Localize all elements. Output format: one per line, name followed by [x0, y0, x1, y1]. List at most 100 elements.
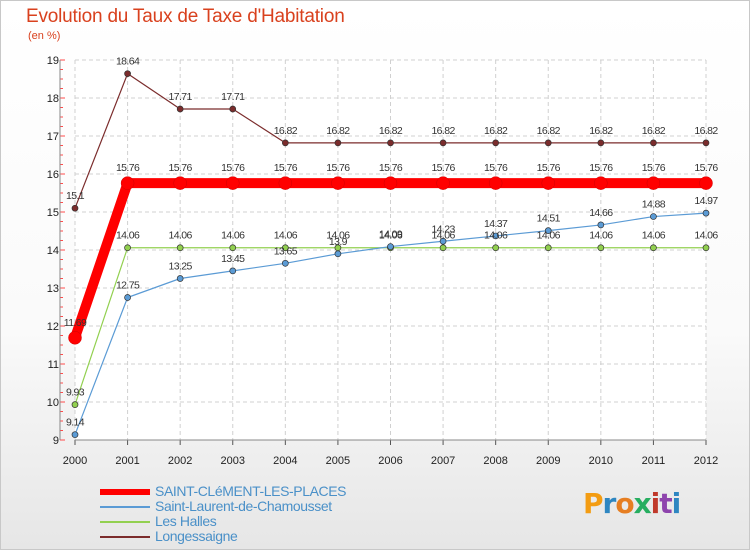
data-label-les-halles: 14.06	[537, 230, 561, 242]
logo-letter: r	[602, 487, 617, 520]
data-label-les-halles: 14.06	[431, 230, 455, 242]
point-saint-cl-ment-les-places	[120, 176, 135, 190]
data-label-saint-laurent-de-chamousset: 14.66	[589, 207, 613, 219]
point-les-halles	[229, 244, 237, 252]
data-label-saint-laurent-de-chamousset: 9.14	[66, 417, 85, 429]
data-label-longessaigne: 16.82	[694, 125, 718, 137]
data-labels: 15.1 18.64 17.71 17.71 16.82 16.82 16.82 16.82 1…	[64, 56, 719, 429]
data-label-saint-cl-ment-les-places: 15.76	[694, 162, 718, 174]
data-label-longessaigne: 16.82	[326, 125, 350, 137]
point-longessaigne	[650, 139, 657, 147]
data-label-saint-laurent-de-chamousset: 14.09	[379, 229, 403, 241]
y-tick-label: 9	[53, 435, 59, 447]
point-saint-cl-ment-les-places	[278, 176, 293, 190]
data-label-longessaigne: 16.82	[274, 125, 298, 137]
x-tick-label: 2012	[694, 455, 718, 467]
x-tick-label: 2011	[642, 455, 666, 467]
chart-title: Evolution du Taux de Taxe d'Habitation	[26, 6, 345, 27]
legend-swatch-longessaigne	[100, 536, 150, 538]
data-label-saint-cl-ment-les-places: 15.76	[274, 162, 298, 174]
data-label-saint-cl-ment-les-places: 15.76	[169, 162, 193, 174]
data-label-longessaigne: 16.82	[537, 125, 561, 137]
y-tick-label: 13	[47, 283, 59, 295]
chart-subtitle: (en %)	[28, 30, 61, 42]
point-longessaigne	[124, 70, 131, 78]
point-saint-laurent-de-chamousset	[597, 221, 605, 229]
data-label-saint-cl-ment-les-places: 15.76	[589, 162, 613, 174]
data-label-saint-cl-ment-les-places: 15.76	[537, 162, 561, 174]
point-saint-cl-ment-les-places	[699, 176, 713, 190]
data-label-saint-cl-ment-les-places: 15.76	[326, 162, 350, 174]
y-tick-label: 16	[47, 169, 59, 181]
data-label-longessaigne: 17.71	[169, 91, 193, 103]
point-les-halles	[71, 401, 79, 409]
data-label-saint-cl-ment-les-places: 15.76	[431, 162, 455, 174]
data-label-saint-cl-ment-les-places: 15.76	[379, 162, 403, 174]
logo-letter: i	[671, 487, 682, 520]
data-label-les-halles: 14.06	[326, 230, 350, 242]
y-tick-label: 11	[48, 359, 59, 371]
data-label-saint-laurent-de-chamousset: 12.75	[116, 280, 140, 292]
legend-label-saint-clement: SAINT-CLéMENT-LES-PLACES	[155, 483, 347, 499]
data-label-longessaigne: 18.64	[116, 56, 140, 68]
point-les-halles	[176, 244, 184, 252]
data-label-les-halles: 14.06	[116, 230, 140, 242]
point-saint-laurent-de-chamousset	[439, 237, 447, 245]
x-tick-label: 2002	[168, 455, 192, 467]
point-saint-laurent-de-chamousset	[281, 259, 289, 267]
data-label-longessaigne: 16.82	[431, 125, 455, 137]
point-les-halles	[544, 244, 552, 252]
y-tick-label: 19	[47, 55, 59, 67]
x-tick-label: 2005	[326, 455, 350, 467]
point-saint-cl-ment-les-places	[331, 176, 345, 190]
data-label-les-halles: 14.06	[642, 230, 666, 242]
x-tick-label: 2006	[378, 455, 402, 467]
data-label-saint-laurent-de-chamousset: 13.9	[329, 236, 348, 248]
point-saint-cl-ment-les-places	[173, 176, 187, 190]
x-tick-label: 2001	[115, 455, 139, 467]
legend-swatch-les-halles	[100, 521, 150, 523]
legend-label-longessaigne: Longessaigne	[155, 528, 238, 544]
point-les-halles	[597, 244, 605, 252]
data-label-longessaigne: 15.1	[66, 190, 85, 202]
data-label-saint-laurent-de-chamousset: 13.65	[274, 245, 298, 257]
x-tick-label: 2000	[63, 455, 87, 467]
legend-swatch-saint-clement	[100, 489, 150, 495]
x-tick-label: 2004	[273, 455, 297, 467]
point-saint-laurent-de-chamousset	[702, 209, 710, 217]
data-label-saint-laurent-de-chamousset: 13.45	[221, 253, 245, 265]
point-longessaigne	[492, 139, 500, 147]
data-label-les-halles: 14.06	[169, 230, 193, 242]
data-label-saint-cl-ment-les-places: 15.76	[484, 162, 508, 174]
series-points	[68, 70, 713, 439]
x-tick-label: 2009	[536, 455, 560, 467]
point-saint-cl-ment-les-places	[226, 176, 240, 190]
data-label-saint-cl-ment-les-places: 11.69	[64, 317, 87, 329]
point-longessaigne	[229, 105, 237, 113]
point-saint-cl-ment-les-places	[646, 176, 661, 190]
point-les-halles	[650, 244, 657, 252]
point-saint-cl-ment-les-places	[488, 176, 503, 190]
data-label-les-halles: 14.06	[484, 230, 508, 242]
data-label-saint-laurent-de-chamousset: 14.97	[694, 195, 718, 207]
logo-letter: o	[615, 487, 634, 520]
legend-label-les-halles: Les Halles	[155, 513, 217, 529]
point-saint-laurent-de-chamousset	[176, 275, 184, 282]
logo-letter: i	[650, 487, 661, 520]
point-longessaigne	[439, 139, 447, 147]
point-saint-laurent-de-chamousset	[334, 250, 342, 258]
point-saint-laurent-de-chamousset	[124, 294, 131, 301]
y-tick-label: 12	[47, 321, 59, 333]
data-label-saint-laurent-de-chamousset: 14.88	[642, 199, 666, 211]
data-label-longessaigne: 17.71	[221, 91, 245, 103]
y-tick-label: 10	[47, 397, 59, 409]
x-tick-label: 2003	[221, 455, 245, 467]
data-label-les-halles: 9.93	[66, 387, 85, 399]
legend-swatch-saint-laurent	[100, 506, 150, 508]
point-longessaigne	[702, 139, 710, 147]
point-les-halles	[492, 244, 500, 252]
data-label-saint-laurent-de-chamousset: 14.23	[431, 223, 455, 235]
data-label-les-halles: 14.06	[589, 230, 613, 242]
data-label-saint-laurent-de-chamousset: 13.25	[169, 261, 193, 273]
